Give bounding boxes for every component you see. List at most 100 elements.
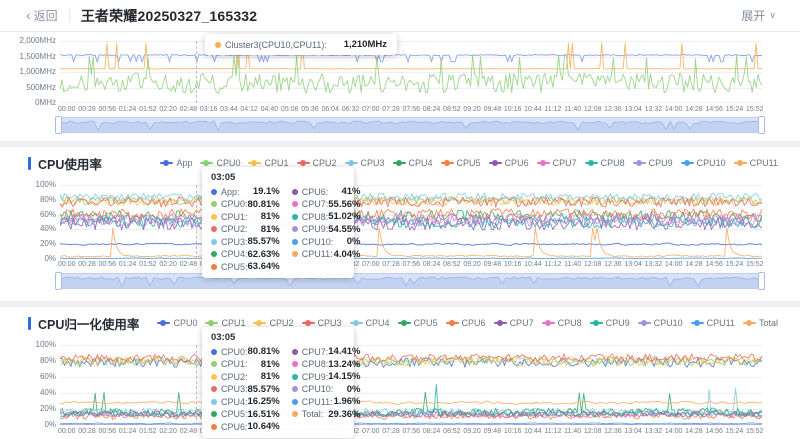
series-line-CPU3 xyxy=(60,192,762,201)
tooltip-row: CPU0: 80.81% xyxy=(211,199,280,210)
range-slider-handle-right[interactable] xyxy=(758,272,765,290)
series-line-CPU11 xyxy=(60,227,762,258)
tooltip-series-name: Total: xyxy=(301,409,324,419)
cpu-normalized-chart[interactable] xyxy=(60,345,762,425)
x-axis-label: 02:48 xyxy=(179,106,198,113)
legend-item-CPU5[interactable]: CPU5 xyxy=(440,158,481,168)
chevron-down-icon: ∨ xyxy=(769,10,776,20)
y-axis-label: 1,500MHz xyxy=(19,51,56,61)
legend-marker-dot xyxy=(160,320,167,326)
tooltip-series-value: 81% xyxy=(260,358,280,370)
x-axis-label: 08:24 xyxy=(422,106,441,113)
legend-item-CPU5[interactable]: CPU5 xyxy=(397,318,438,328)
series-color-dot xyxy=(291,238,298,245)
legend-item-CPU2[interactable]: CPU2 xyxy=(253,318,294,328)
tooltip-series-name: App: xyxy=(221,186,240,197)
range-slider-handle-left[interactable] xyxy=(55,116,62,134)
legend-item-CPU2[interactable]: CPU2 xyxy=(296,158,337,168)
x-axis-label: 12:36 xyxy=(604,106,622,113)
legend-item-CPU9[interactable]: CPU9 xyxy=(589,318,630,328)
x-axis-label: 09:48 xyxy=(483,428,502,435)
x-axis-label: 07:28 xyxy=(382,106,400,113)
legend-item-CPU1[interactable]: CPU1 xyxy=(248,158,289,168)
series-line-CPU7 xyxy=(60,212,762,226)
range-slider-handle-right[interactable] xyxy=(758,116,765,134)
tooltip-series-name: CPU11: xyxy=(301,396,333,407)
legend-item-CPU9[interactable]: CPU9 xyxy=(632,158,673,168)
tooltip-row: CPU1: 81% xyxy=(211,211,280,222)
series-color-dot xyxy=(291,411,298,417)
tooltip-row: CPU5: 16.51% xyxy=(211,409,280,420)
tooltip-series-name: CPU5: xyxy=(221,261,248,272)
series-line-CPU4 xyxy=(60,209,762,223)
legend-label: CPU8 xyxy=(557,318,582,328)
legend-label: App xyxy=(176,158,193,168)
series-color-dot xyxy=(211,423,217,430)
legend-item-CPU1[interactable]: CPU1 xyxy=(205,318,245,328)
legend-item-CPU11[interactable]: CPU11 xyxy=(733,158,778,168)
legend-item-CPU0[interactable]: CPU0 xyxy=(200,158,240,168)
x-axis-label: 09:48 xyxy=(483,106,502,113)
tooltip-series-value: 4.04% xyxy=(333,248,361,260)
legend-item-CPU7[interactable]: CPU7 xyxy=(536,158,577,168)
legend-item-CPU0[interactable]: CPU0 xyxy=(157,318,197,328)
legend-item-CPU11[interactable]: CPU11 xyxy=(690,318,735,328)
legend-item-Total[interactable]: Total xyxy=(742,318,778,328)
legend-item-CPU8[interactable]: CPU8 xyxy=(584,158,625,168)
x-axis-label: 12:08 xyxy=(583,261,602,268)
cpu-usage-range-slider[interactable] xyxy=(55,272,765,290)
legend-label: CPU10 xyxy=(653,318,683,328)
legend-marker-dot xyxy=(208,320,215,326)
y-axis-label: 2,000MHz xyxy=(19,36,56,45)
legend-item-CPU10[interactable]: CPU10 xyxy=(680,158,726,168)
x-axis-label: 15:52 xyxy=(745,106,764,113)
legend-label: CPU11 xyxy=(706,318,735,328)
series-color-dot xyxy=(215,41,221,48)
legend-item-CPU6[interactable]: CPU6 xyxy=(488,158,529,168)
legend-item-CPU6[interactable]: CPU6 xyxy=(445,318,486,328)
cpu-usage-chart[interactable] xyxy=(60,185,762,259)
legend-item-CPU10[interactable]: CPU10 xyxy=(637,318,683,328)
range-slider-handle-left[interactable] xyxy=(55,272,62,290)
section-title-cpu-usage: CPU使用率 xyxy=(38,157,102,172)
y-axis-label: 40% xyxy=(39,388,56,397)
series-color-dot xyxy=(211,348,217,355)
legend-marker xyxy=(301,320,315,326)
tooltip-series-value: 0% xyxy=(346,383,361,395)
tooltip-row: App: 19.1% xyxy=(211,186,280,197)
series-color-dot xyxy=(211,226,217,232)
tooltip-series-value: 80.81% xyxy=(247,198,280,210)
gridline xyxy=(60,199,762,201)
legend-item-CPU3[interactable]: CPU3 xyxy=(301,318,342,328)
legend-item-CPU3[interactable]: CPU3 xyxy=(344,158,385,168)
legend-label: CPU1 xyxy=(221,318,246,328)
x-axis-label: 15:52 xyxy=(745,428,764,435)
x-axis-label: 07:00 xyxy=(361,428,380,435)
tooltip-row: CPU8: 51.02% xyxy=(291,211,361,222)
x-axis-label: 07:56 xyxy=(402,261,421,268)
series-color-dot xyxy=(291,361,298,367)
legend-label: CPU7 xyxy=(552,158,577,168)
legend-label: CPU0 xyxy=(216,158,241,168)
x-axis-label: 02:48 xyxy=(179,428,198,435)
series-line-CPU9 xyxy=(60,384,762,418)
legend-marker-dot xyxy=(640,320,647,326)
expand-button[interactable]: 展开 ∨ xyxy=(741,7,776,24)
x-axis-label: 10:16 xyxy=(503,106,522,113)
cpu-frequency-range-slider[interactable] xyxy=(55,116,765,134)
legend-marker xyxy=(205,320,219,326)
x-axis-label: 01:52 xyxy=(139,261,157,268)
x-axis-label: 06:04 xyxy=(321,106,339,113)
legend-label: CPU5 xyxy=(413,318,438,328)
back-button[interactable]: ‹ 返回 xyxy=(26,7,58,24)
tooltip-series-name: CPU1: xyxy=(221,359,248,369)
legend-item-CPU7[interactable]: CPU7 xyxy=(493,318,534,328)
legend-item-CPU8[interactable]: CPU8 xyxy=(541,318,582,328)
legend-item-App[interactable]: App xyxy=(160,158,192,168)
cpu-frequency-chart[interactable] xyxy=(60,41,762,103)
legend-item-CPU4[interactable]: CPU4 xyxy=(349,318,390,328)
legend-marker xyxy=(690,320,704,326)
tooltip-series-name: CPU6: xyxy=(221,421,248,432)
legend-marker xyxy=(160,160,174,166)
legend-item-CPU4[interactable]: CPU4 xyxy=(392,158,433,168)
